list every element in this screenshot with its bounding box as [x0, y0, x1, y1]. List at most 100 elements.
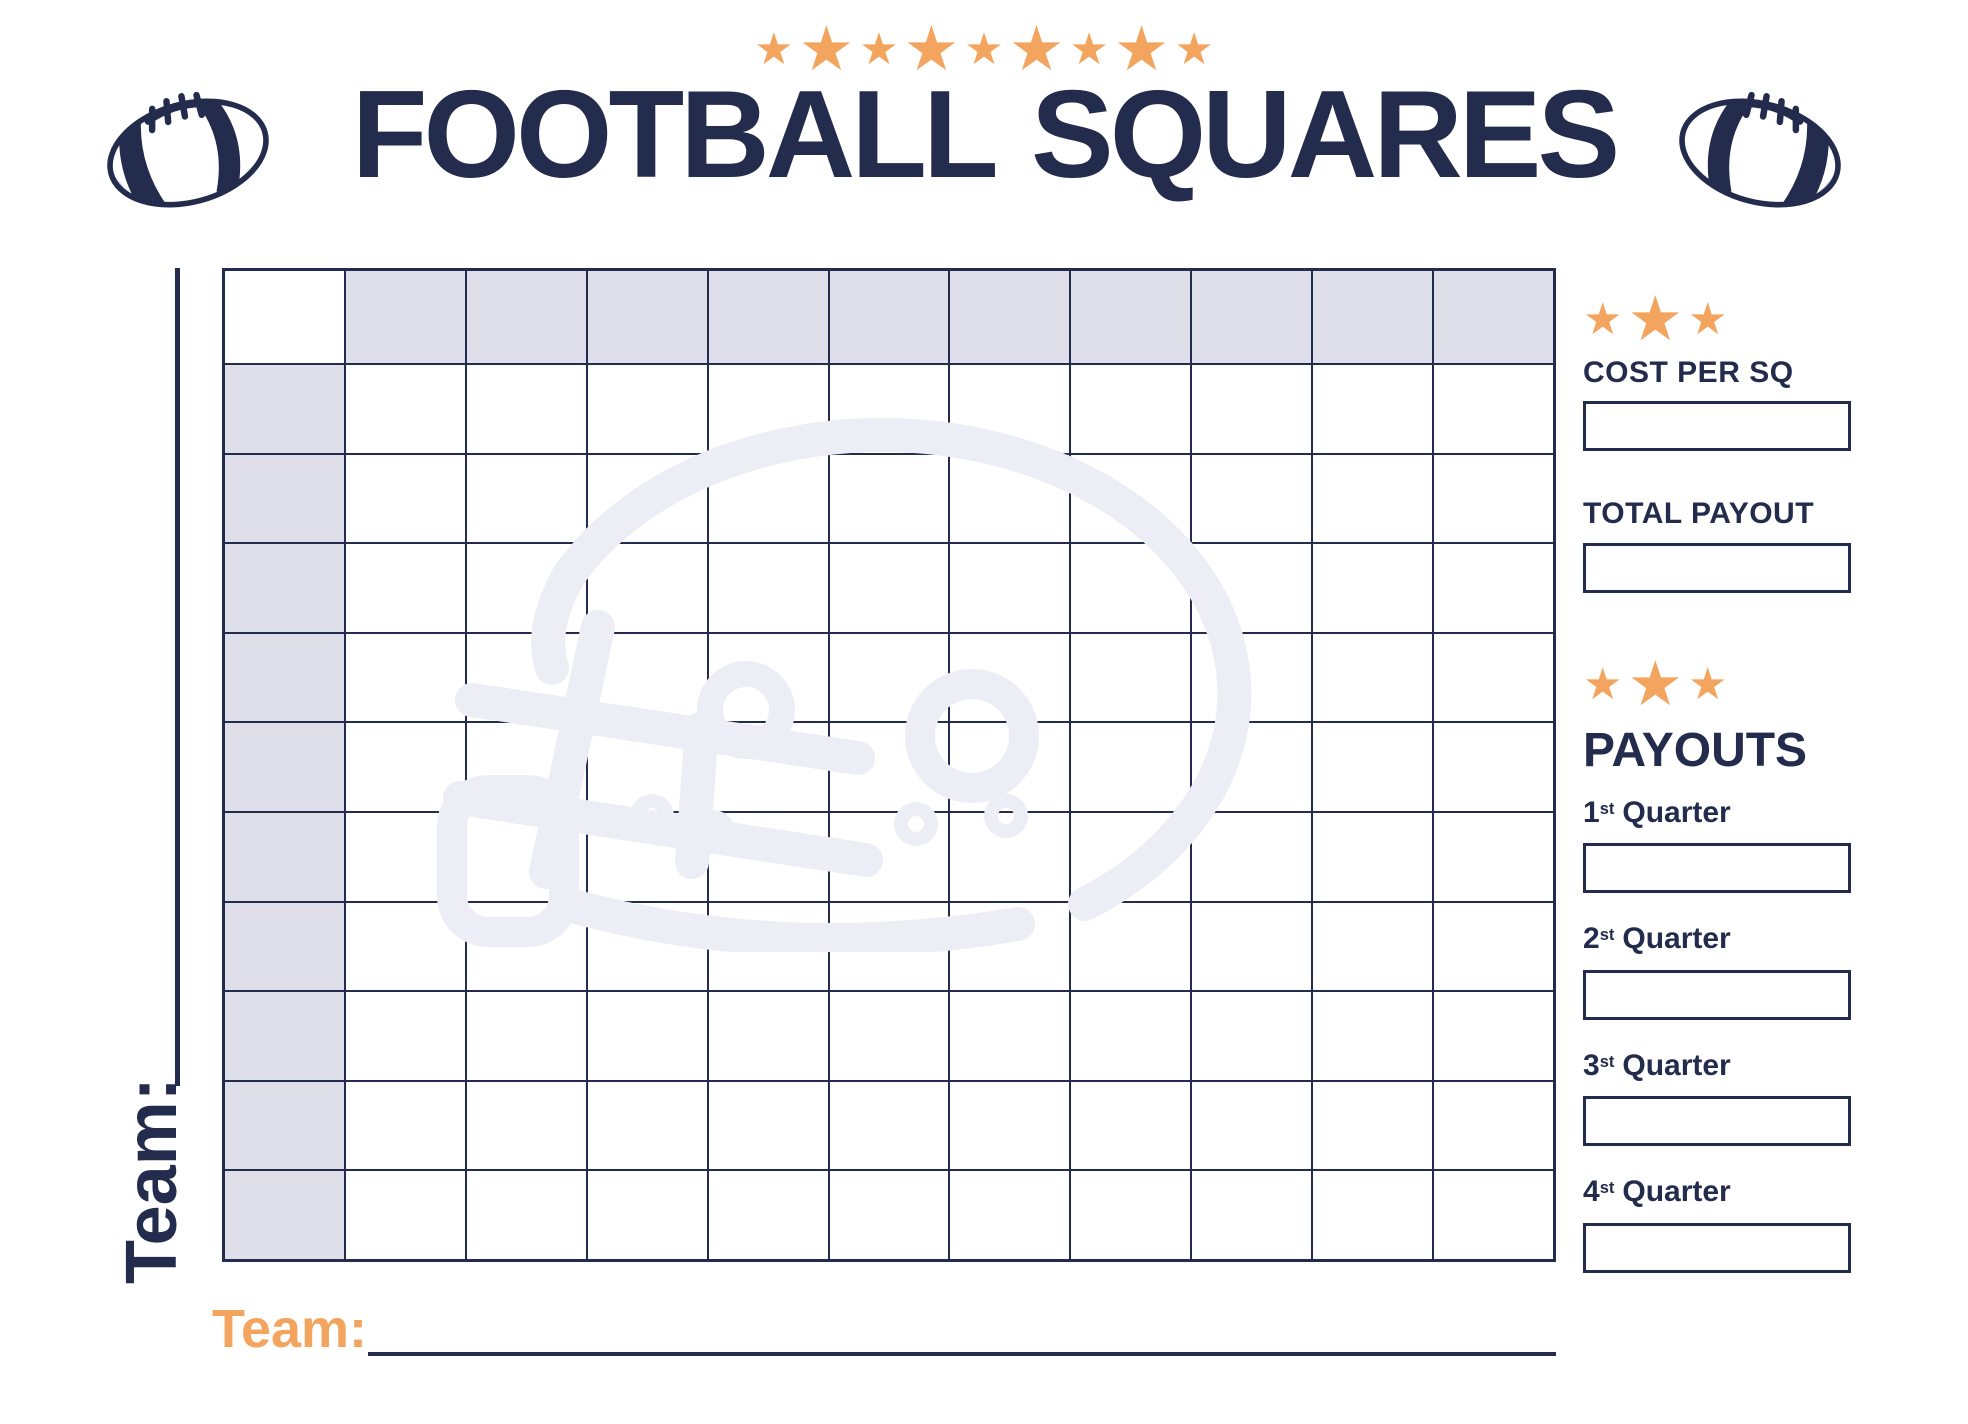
square-cell[interactable]	[587, 723, 707, 811]
square-cell[interactable]	[1313, 992, 1433, 1080]
square-cell[interactable]	[1071, 1171, 1191, 1259]
square-cell[interactable]	[829, 902, 949, 991]
square-cell[interactable]	[345, 365, 465, 453]
square-cell[interactable]	[466, 723, 586, 811]
number-header-cell[interactable]	[225, 902, 344, 991]
square-cell[interactable]	[829, 723, 949, 811]
square-cell[interactable]	[950, 1171, 1070, 1259]
square-cell[interactable]	[1434, 365, 1553, 453]
square-cell[interactable]	[345, 544, 465, 632]
quarter-1-payout-input[interactable]	[1583, 843, 1851, 894]
square-cell[interactable]	[466, 633, 586, 722]
square-cell[interactable]	[1313, 723, 1433, 811]
square-cell[interactable]	[466, 992, 586, 1080]
square-cell[interactable]	[708, 544, 828, 632]
square-cell[interactable]	[1434, 544, 1553, 632]
square-cell[interactable]	[1313, 902, 1433, 991]
square-cell[interactable]	[1434, 992, 1553, 1080]
number-header-cell[interactable]	[225, 633, 344, 722]
number-header-cell[interactable]	[225, 992, 344, 1080]
quarter-4-payout-input[interactable]	[1583, 1222, 1851, 1273]
square-cell[interactable]	[587, 992, 707, 1080]
number-header-cell[interactable]	[1434, 271, 1553, 363]
square-cell[interactable]	[345, 992, 465, 1080]
square-cell[interactable]	[708, 812, 828, 901]
square-cell[interactable]	[1071, 992, 1191, 1080]
square-cell[interactable]	[708, 723, 828, 811]
square-cell[interactable]	[1192, 902, 1312, 991]
number-header-cell[interactable]	[345, 271, 465, 363]
number-header-cell[interactable]	[225, 723, 344, 811]
square-cell[interactable]	[1192, 1081, 1312, 1170]
quarter-2-payout-input[interactable]	[1583, 969, 1851, 1020]
square-cell[interactable]	[1434, 902, 1553, 991]
cost-per-sq-input[interactable]	[1583, 401, 1851, 452]
number-header-cell[interactable]	[225, 1081, 344, 1170]
square-cell[interactable]	[1192, 544, 1312, 632]
square-cell[interactable]	[1313, 633, 1433, 722]
number-header-cell[interactable]	[1192, 271, 1312, 363]
square-cell[interactable]	[466, 812, 586, 901]
square-cell[interactable]	[345, 812, 465, 901]
square-cell[interactable]	[950, 454, 1070, 543]
team-name-line-left[interactable]	[175, 268, 180, 1086]
square-cell[interactable]	[1434, 812, 1553, 901]
square-cell[interactable]	[1313, 812, 1433, 901]
number-header-cell[interactable]	[225, 1171, 344, 1259]
square-cell[interactable]	[1313, 365, 1433, 453]
square-cell[interactable]	[345, 902, 465, 991]
square-cell[interactable]	[466, 365, 586, 453]
square-cell[interactable]	[950, 1081, 1070, 1170]
square-cell[interactable]	[708, 1081, 828, 1170]
square-cell[interactable]	[466, 1081, 586, 1170]
square-cell[interactable]	[1434, 633, 1553, 722]
square-cell[interactable]	[466, 902, 586, 991]
square-cell[interactable]	[950, 723, 1070, 811]
square-cell[interactable]	[708, 365, 828, 453]
square-cell[interactable]	[1313, 454, 1433, 543]
square-cell[interactable]	[587, 1171, 707, 1259]
square-cell[interactable]	[829, 365, 949, 453]
square-cell[interactable]	[1434, 1171, 1553, 1259]
square-cell[interactable]	[708, 454, 828, 543]
square-cell[interactable]	[1192, 365, 1312, 453]
square-cell[interactable]	[345, 723, 465, 811]
square-cell[interactable]	[1192, 812, 1312, 901]
square-cell[interactable]	[708, 992, 828, 1080]
square-cell[interactable]	[950, 992, 1070, 1080]
quarter-3-payout-input[interactable]	[1583, 1096, 1851, 1147]
square-cell[interactable]	[950, 633, 1070, 722]
square-cell[interactable]	[1071, 1081, 1191, 1170]
number-header-cell[interactable]	[829, 271, 949, 363]
square-cell[interactable]	[587, 633, 707, 722]
team-name-line-bottom[interactable]	[368, 1352, 1556, 1356]
square-cell[interactable]	[466, 454, 586, 543]
square-cell[interactable]	[1434, 454, 1553, 543]
square-cell[interactable]	[587, 902, 707, 991]
square-cell[interactable]	[708, 1171, 828, 1259]
square-cell[interactable]	[345, 1081, 465, 1170]
number-header-cell[interactable]	[225, 365, 344, 453]
square-cell[interactable]	[1192, 633, 1312, 722]
square-cell[interactable]	[1192, 1171, 1312, 1259]
number-header-cell[interactable]	[1071, 271, 1191, 363]
square-cell[interactable]	[708, 633, 828, 722]
square-cell[interactable]	[1071, 544, 1191, 632]
square-cell[interactable]	[1071, 633, 1191, 722]
square-cell[interactable]	[587, 544, 707, 632]
square-cell[interactable]	[1434, 723, 1553, 811]
square-cell[interactable]	[950, 812, 1070, 901]
square-cell[interactable]	[1313, 1171, 1433, 1259]
square-cell[interactable]	[1071, 723, 1191, 811]
square-cell[interactable]	[587, 1081, 707, 1170]
square-cell[interactable]	[1071, 365, 1191, 453]
number-header-cell[interactable]	[950, 271, 1070, 363]
square-cell[interactable]	[345, 633, 465, 722]
total-payout-input[interactable]	[1583, 542, 1851, 593]
square-cell[interactable]	[587, 812, 707, 901]
square-cell[interactable]	[1192, 454, 1312, 543]
square-cell[interactable]	[829, 1081, 949, 1170]
square-cell[interactable]	[1192, 992, 1312, 1080]
square-cell[interactable]	[829, 812, 949, 901]
number-header-cell[interactable]	[708, 271, 828, 363]
